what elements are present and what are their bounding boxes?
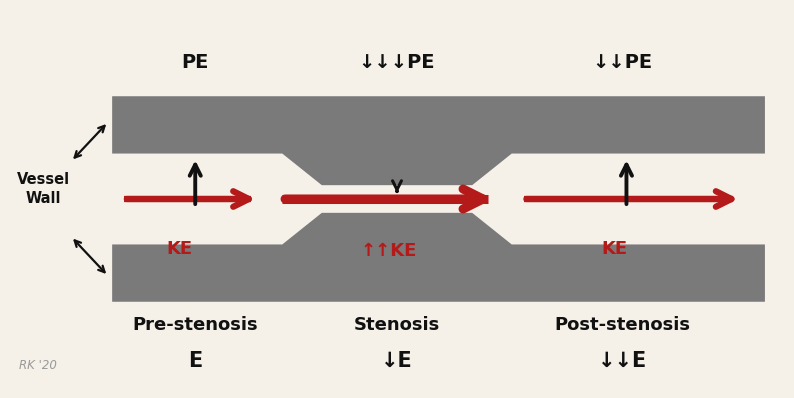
Text: Pre-stenosis: Pre-stenosis xyxy=(133,316,258,334)
Polygon shape xyxy=(112,96,765,185)
Text: Vessel
Wall: Vessel Wall xyxy=(17,172,70,206)
Text: KE: KE xyxy=(167,240,192,258)
Text: KE: KE xyxy=(602,240,627,258)
Text: ↓↓E: ↓↓E xyxy=(598,351,647,371)
Text: E: E xyxy=(188,351,202,371)
Polygon shape xyxy=(112,213,765,302)
Text: ↓↓PE: ↓↓PE xyxy=(592,53,653,72)
Text: ↓E: ↓E xyxy=(381,351,413,371)
Text: Post-stenosis: Post-stenosis xyxy=(554,316,691,334)
Text: ↑↑KE: ↑↑KE xyxy=(361,242,418,260)
Text: RK '20: RK '20 xyxy=(19,359,56,372)
Text: PE: PE xyxy=(182,53,209,72)
Text: ↓↓↓PE: ↓↓↓PE xyxy=(359,53,435,72)
Text: Stenosis: Stenosis xyxy=(354,316,440,334)
